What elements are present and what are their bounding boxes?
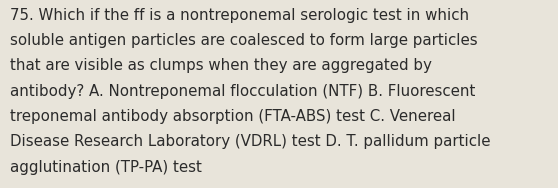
Text: soluble antigen particles are coalesced to form large particles: soluble antigen particles are coalesced …	[10, 33, 478, 48]
Text: that are visible as clumps when they are aggregated by: that are visible as clumps when they are…	[10, 58, 432, 73]
Text: agglutination (TP-PA) test: agglutination (TP-PA) test	[10, 160, 202, 175]
Text: treponemal antibody absorption (FTA-ABS) test C. Venereal: treponemal antibody absorption (FTA-ABS)…	[10, 109, 456, 124]
Text: 75. Which if the ff is a nontreponemal serologic test in which: 75. Which if the ff is a nontreponemal s…	[10, 8, 469, 23]
Text: Disease Research Laboratory (VDRL) test D. T. pallidum particle: Disease Research Laboratory (VDRL) test …	[10, 134, 490, 149]
Text: antibody? A. Nontreponemal flocculation (NTF) B. Fluorescent: antibody? A. Nontreponemal flocculation …	[10, 84, 475, 99]
